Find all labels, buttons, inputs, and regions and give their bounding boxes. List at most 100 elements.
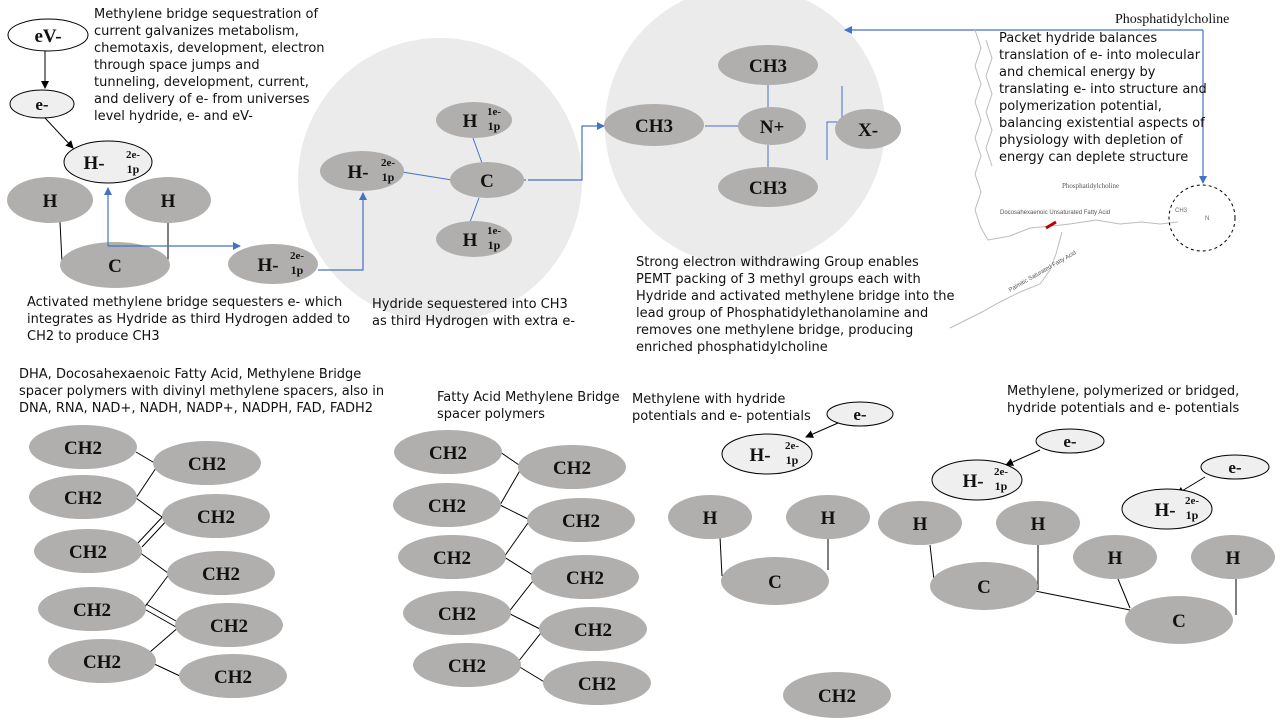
x-minus-label: X- — [858, 120, 878, 141]
methylene-h-right — [125, 177, 211, 223]
hydride-charge: 2e- — [126, 149, 140, 161]
ch2-node: CH2 — [153, 441, 261, 485]
ch2-label: CH2 — [64, 438, 102, 459]
c-label: C — [977, 577, 991, 598]
inset-dha-label: Docosahexaenoic Unsaturated Fatty Acid — [1000, 210, 1110, 216]
hydride-node-3 — [320, 151, 404, 191]
e-node — [1035, 428, 1105, 454]
h-1e-top — [436, 102, 512, 138]
fatty-acid-note: Fatty Acid Methylene Bridge spacer polym… — [437, 390, 620, 422]
methylene-h — [1191, 535, 1275, 579]
e-label: e- — [853, 405, 867, 424]
ev-label: eV- — [34, 26, 61, 47]
hydride-label: H- — [1154, 500, 1175, 521]
h-label: H — [913, 514, 928, 535]
hydride-label: H- — [257, 255, 278, 276]
packet-hydride-note: Packet hydride balances translation of e… — [999, 31, 1207, 165]
hydride-proton: 1p — [382, 170, 395, 184]
ch2-label: CH2 — [448, 656, 486, 677]
hydride-charge: 2e- — [994, 466, 1008, 478]
hydride-label: H- — [749, 445, 770, 466]
methylene-carbon — [60, 242, 170, 288]
hydride-node — [63, 140, 153, 184]
hydride-charge: 2e- — [381, 157, 395, 169]
inset-title: Phosphatidylcholine — [1062, 182, 1119, 190]
ch2-node: CH2 — [34, 529, 142, 573]
nitrogen-node — [738, 107, 806, 145]
ch3-label: CH3 — [749, 56, 787, 77]
methylene-polymerized-note: Methylene, polymerized or bridged, hydri… — [1007, 384, 1240, 416]
ch2-node: CH2 — [543, 661, 651, 705]
ch2-node: CH2 — [527, 498, 635, 542]
ch2-node: CH2 — [29, 475, 137, 519]
hydride-charge: 2e- — [785, 440, 799, 452]
hydride-proton: 1p — [127, 162, 140, 176]
ch2-node: CH2 — [179, 654, 287, 698]
ch2-node: CH2 — [413, 643, 521, 687]
hydride-label: H- — [347, 162, 368, 183]
methylene-h-left — [668, 495, 752, 539]
ch2-node: CH2 — [393, 483, 501, 527]
ch2-node: CH2 — [175, 603, 283, 647]
ch2-label: CH2 — [210, 616, 248, 637]
ch2-node: CH2 — [162, 494, 270, 538]
ch2-label: CH2 — [429, 443, 467, 464]
ch2-label: CH2 — [69, 542, 107, 563]
h-label: H — [161, 191, 176, 212]
methylene-carbon — [1125, 596, 1233, 644]
strong-electron-note: Strong electron withdrawing Group enable… — [636, 255, 955, 355]
dha-chain: CH2 CH2 CH2 CH2 CH2 CH2 CH2 CH2 CH2 CH2 — [29, 425, 287, 698]
methylene-hydride-note: Methylene with hydride potentials and e-… — [632, 392, 811, 424]
n-plus-label: N+ — [760, 117, 785, 138]
fatty-acid-chain: CH2 CH2 CH2 CH2 CH2 CH2 CH2 CH2 CH2 CH2 — [393, 430, 651, 705]
choline-group: CH3 CH3 N+ CH3 X- — [604, 45, 901, 207]
activated-methylene: H H C — [7, 177, 211, 288]
ch2-label: CH2 — [197, 507, 235, 528]
c-label: C — [108, 256, 122, 277]
phosphatidylcholine-title: Phosphatidylcholine — [1115, 12, 1230, 27]
c-label: C — [768, 572, 782, 593]
ch3-top — [718, 45, 818, 85]
ch3-bottom — [718, 167, 818, 207]
hydride-sequestered-note: Hydride sequestered into CH3 as third Hy… — [372, 297, 576, 329]
h-proton: 1p — [488, 238, 501, 252]
activated-methylene-note: Activated methylene bridge sequesters e-… — [27, 295, 351, 344]
methylene-bridge-note: Methylene bridge sequestration of curren… — [94, 7, 325, 124]
hydride-2: H- 2e- 1p — [228, 244, 318, 284]
hydride-proton: 1p — [995, 479, 1008, 493]
h-label: H — [703, 508, 718, 529]
ch2-label: CH2 — [73, 600, 111, 621]
ch2-node: CH2 — [394, 430, 502, 474]
h-label: H — [463, 230, 478, 251]
c-label: C — [1172, 611, 1186, 632]
ch2-isolated — [783, 672, 891, 718]
e-label: e- — [1063, 432, 1077, 451]
hydride-charge: 2e- — [290, 250, 304, 262]
hydride-node-2 — [228, 244, 318, 284]
ch2-label: CH2 — [553, 458, 591, 479]
methylene-h-left — [7, 177, 93, 223]
h-label: H — [821, 508, 836, 529]
hydride-proton: 1p — [1186, 508, 1199, 522]
h-1e-bottom — [436, 221, 512, 257]
ch2-label: CH2 — [566, 568, 604, 589]
ev-node — [7, 18, 89, 52]
ev-to-hydride-chain: eV- e- H- 2e- 1p — [7, 18, 153, 184]
h-charge: 1e- — [487, 225, 501, 237]
e-node — [9, 89, 75, 119]
phosphatidylcholine-structure: CH3 N — [949, 29, 1236, 329]
methylene-h — [996, 501, 1080, 545]
h-label: H — [1108, 548, 1123, 569]
e-label: e- — [1228, 458, 1242, 477]
ch2-node: CH2 — [167, 551, 275, 595]
hydride-proton: 1p — [786, 453, 799, 467]
polymerized-methylene: e- e- H- 2e- 1p H- 2e- 1p H H H H C C — [878, 428, 1275, 644]
ch2-label: CH2 — [433, 548, 471, 569]
inset-ch3-label: CH3 — [1175, 208, 1188, 214]
ch2-label: CH2 — [578, 674, 616, 695]
methylene-hydride-unit: e- H- 2e- 1p H H C CH2 — [668, 401, 894, 718]
ch2-node: CH2 — [38, 587, 146, 631]
x-minus-node — [835, 109, 901, 149]
e-node — [1200, 454, 1270, 480]
